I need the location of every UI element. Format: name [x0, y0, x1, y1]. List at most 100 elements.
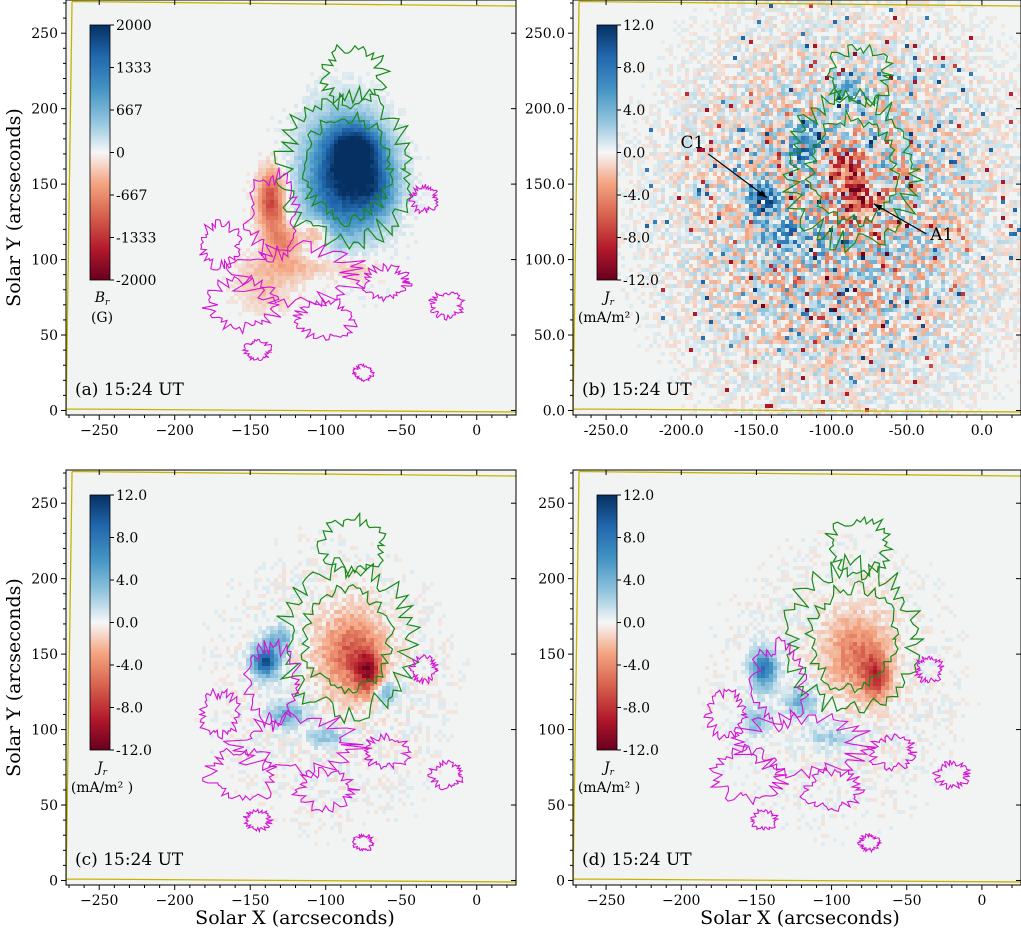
arrow-label: A1	[929, 225, 953, 245]
x-tick-label: 0	[977, 893, 986, 909]
y-tick-label: 200	[31, 102, 58, 118]
colorbar-tick-label: 0.0	[623, 616, 645, 632]
colorbar-tick-label: -8.0	[623, 701, 650, 717]
contour-positive	[780, 86, 925, 254]
colorbar-tick-label: 667	[116, 103, 143, 119]
colorbar-tick-label: 4.0	[623, 573, 645, 589]
x-tick-label: −150	[737, 893, 775, 909]
x-tick-label: 0	[472, 893, 481, 909]
limb-outline	[66, 0, 516, 415]
contour-negative	[361, 262, 413, 303]
y-tick-label: 200	[31, 572, 58, 588]
panel-annotation: (c) 15:24 UT	[75, 850, 184, 870]
colorbar-tick-label: 8.0	[116, 531, 138, 547]
contour-positive	[276, 557, 422, 725]
annotation-arrow	[873, 203, 927, 235]
colorbar	[596, 24, 618, 281]
contour-positive	[300, 583, 396, 695]
heatmap-a	[66, 0, 516, 415]
contour-negative	[242, 167, 301, 263]
colorbar-tick-label: 8.0	[623, 531, 645, 547]
y-tick-label: 250.0	[525, 26, 565, 42]
colorbar-tick-label: -8.0	[116, 701, 143, 717]
panel-d: −250 −200 −150 −100 −50 0 0 50 100 150 200 250 12.0 8…	[538, 469, 1021, 909]
contour-negative	[352, 363, 375, 383]
x-tick-label: −150	[231, 893, 269, 909]
contour-negative	[427, 291, 466, 321]
colorbar	[89, 494, 111, 751]
x-axis-label-right: Solar X (arcseconds)	[700, 907, 900, 929]
contour-positive	[319, 43, 392, 110]
x-tick-label: -100.0	[809, 423, 854, 439]
colorbar	[596, 494, 618, 751]
limb-outline	[573, 0, 1021, 415]
colorbar-tick-label: 0.0	[116, 616, 138, 632]
contour-negative	[799, 766, 866, 812]
contour-negative	[703, 688, 749, 741]
colorbar-tick-label: 4.0	[623, 103, 645, 119]
panel-b: -250.0 -200.0 -150.0 -100.0 -50.0 0.0 0.0 50.0 1…	[525, 0, 1021, 439]
contour-negative	[865, 733, 918, 772]
x-tick-label: −150	[231, 423, 269, 439]
heatmap-c	[66, 470, 516, 885]
contour-negative	[857, 833, 883, 854]
colorbar-tick-label: -12.0	[623, 273, 659, 289]
contour-negative	[363, 732, 413, 771]
y-tick-label: 100	[538, 723, 565, 739]
y-tick-label: 100	[31, 253, 58, 269]
y-tick-label: 200	[538, 572, 565, 588]
colorbar-tick-label: -12.0	[116, 743, 152, 759]
contour-negative	[242, 808, 275, 834]
contour-positive	[783, 552, 925, 714]
x-tick-label: 0	[472, 423, 481, 439]
heatmap-b	[573, 0, 1021, 415]
contour-positive	[803, 580, 900, 694]
panel-c: −250 −200 −150 −100 −50 0 0 50 100 150 200 250 Solar…	[3, 469, 517, 909]
contour-negative	[242, 637, 302, 732]
contour-negative	[199, 219, 243, 271]
colorbar-tick-label: -12.0	[623, 743, 659, 759]
y-tick-label: 0	[556, 873, 565, 889]
y-tick-label: 50	[40, 798, 58, 814]
x-tick-label: −200	[662, 893, 700, 909]
y-tick-label: 100	[31, 723, 58, 739]
x-tick-label: −100	[307, 423, 345, 439]
colorbar-tick-label: 4.0	[116, 573, 138, 589]
contour-negative	[749, 808, 779, 831]
contour-negative	[351, 832, 375, 852]
axes-frame	[572, 469, 1021, 886]
contour-negative	[198, 687, 242, 740]
x-tick-label: -150.0	[734, 423, 779, 439]
contour-negative	[708, 743, 789, 806]
y-tick-label: 250	[31, 496, 58, 512]
axes-frame	[65, 469, 517, 886]
contour-positive	[803, 108, 901, 228]
arrow-head	[758, 190, 767, 198]
contour-negative	[225, 240, 366, 309]
y-tick-label: 150	[31, 647, 58, 663]
contour-positive	[316, 511, 387, 581]
colorbar-unit: (G)	[91, 310, 113, 326]
colorbar-tick-label: 8.0	[623, 61, 645, 77]
x-tick-label: −250	[80, 893, 118, 909]
y-tick-label: 250	[538, 496, 565, 512]
y-tick-label: 150	[538, 647, 565, 663]
colorbar-tick-label: 12.0	[116, 488, 147, 504]
x-tick-label: 0.0	[971, 423, 993, 439]
y-tick-label: 100.0	[525, 253, 565, 269]
x-tick-label: −50	[892, 893, 922, 909]
panel-annotation: (d) 15:24 UT	[582, 850, 692, 870]
y-tick-label: 50.0	[534, 328, 565, 344]
y-tick-label: 50	[40, 328, 58, 344]
colorbar-unit: (mA/m² )	[71, 780, 133, 796]
limb-outline	[573, 470, 1021, 885]
x-tick-label: -200.0	[659, 423, 704, 439]
y-axis-label: Solar Y (arcseconds)	[3, 578, 25, 777]
colorbar-tick-label: 0	[116, 146, 125, 162]
contour-negative	[222, 709, 372, 779]
colorbar-unit: (mA/m² )	[578, 780, 640, 796]
panel-a: −250 −200 −150 −100 −50 0 0 50 100 150 200 250 Solar…	[3, 0, 517, 439]
colorbar	[89, 24, 111, 281]
contour-positive	[826, 43, 895, 108]
